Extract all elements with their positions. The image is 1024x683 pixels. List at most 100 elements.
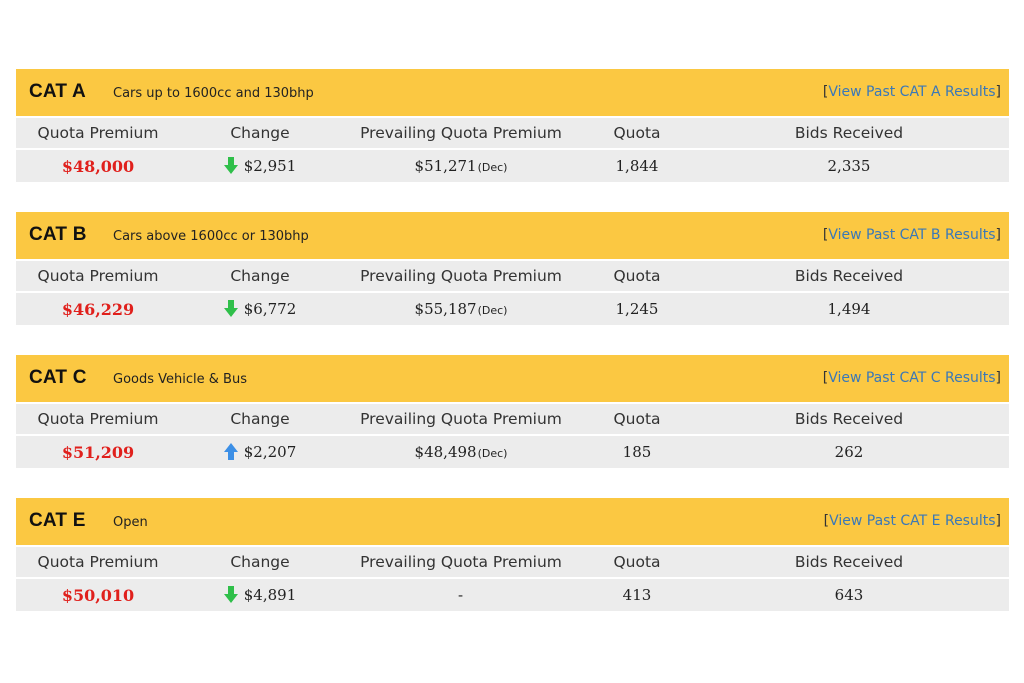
cat-header: CAT E Open [View Past CAT E Results] xyxy=(16,498,1009,545)
column-header-row: Quota Premium Change Prevailing Quota Pr… xyxy=(16,261,1009,291)
quota-cell: 185 xyxy=(582,436,692,468)
col-quota-premium: Quota Premium xyxy=(37,267,159,285)
prevailing-value: $55,187 xyxy=(414,300,477,318)
link-bracket-open: [ xyxy=(822,227,829,243)
change-cell: $2,951 xyxy=(180,150,340,182)
col-change: Change xyxy=(230,267,290,285)
past-results-link-wrapper: [View Past CAT C Results] xyxy=(823,370,1001,386)
col-prevailing: Prevailing Quota Premium xyxy=(360,553,562,571)
bids-cell: 262 xyxy=(692,436,1006,468)
quota-value: 413 xyxy=(622,586,652,604)
link-bracket-close: ] xyxy=(995,84,1001,100)
change-cell: $6,772 xyxy=(180,293,340,325)
link-bracket-close: ] xyxy=(995,370,1001,386)
quota-premium-value: $46,229 xyxy=(61,299,135,319)
past-results-link-wrapper: [View Past CAT B Results] xyxy=(823,227,1001,243)
col-change: Change xyxy=(230,410,290,428)
prevailing-value: - xyxy=(457,586,464,604)
col-change: Change xyxy=(230,124,290,142)
view-past-cat-c-results-link[interactable]: View Past CAT C Results xyxy=(828,370,996,386)
quota-premium-value: $50,010 xyxy=(61,585,135,605)
prevailing-suffix: (Dec) xyxy=(477,303,508,317)
column-header-row: Quota Premium Change Prevailing Quota Pr… xyxy=(16,118,1009,148)
col-prevailing: Prevailing Quota Premium xyxy=(360,410,562,428)
cat-header: CAT A Cars up to 1600cc and 130bhp [View… xyxy=(16,69,1009,116)
quota-value: 1,844 xyxy=(615,157,659,175)
values-row: $51,209 $2,207 $48,498 (Dec) 185 262 xyxy=(16,436,1009,468)
cat-description: Goods Vehicle & Bus xyxy=(113,372,247,387)
bids-value: 262 xyxy=(834,443,864,461)
link-bracket-close: ] xyxy=(995,513,1001,529)
values-row: $50,010 $4,891 - 413 643 xyxy=(16,579,1009,611)
cat-name: CAT B xyxy=(29,224,87,245)
column-header-row: Quota Premium Change Prevailing Quota Pr… xyxy=(16,404,1009,434)
quota-premium-value: $51,209 xyxy=(61,442,135,462)
bids-cell: 643 xyxy=(692,579,1006,611)
prevailing-cell: - xyxy=(340,579,582,611)
col-quota: Quota xyxy=(613,124,661,142)
link-bracket-close: ] xyxy=(995,227,1001,243)
quota-value: 185 xyxy=(622,443,652,461)
view-past-cat-e-results-link[interactable]: View Past CAT E Results xyxy=(829,513,996,529)
past-results-link-wrapper: [View Past CAT E Results] xyxy=(824,513,1001,529)
quota-premium-value: $48,000 xyxy=(61,156,135,176)
cat-name: CAT C xyxy=(29,367,87,388)
bids-cell: 2,335 xyxy=(692,150,1006,182)
col-quota: Quota xyxy=(613,410,661,428)
prevailing-suffix: (Dec) xyxy=(477,160,508,174)
quota-cell: 413 xyxy=(582,579,692,611)
col-quota-premium: Quota Premium xyxy=(37,410,159,428)
cat-panel-b: CAT B Cars above 1600cc or 130bhp [View … xyxy=(16,212,1009,325)
cat-description: Open xyxy=(113,515,148,530)
cat-description: Cars up to 1600cc and 130bhp xyxy=(113,86,314,101)
bids-value: 1,494 xyxy=(827,300,871,318)
quota-premium-cell: $50,010 xyxy=(16,579,180,611)
cat-panel-e: CAT E Open [View Past CAT E Results] Quo… xyxy=(16,498,1009,611)
prevailing-value: $51,271 xyxy=(414,157,477,175)
bids-value: 2,335 xyxy=(827,157,871,175)
quota-cell: 1,844 xyxy=(582,150,692,182)
prevailing-value: $48,498 xyxy=(414,443,477,461)
link-bracket-open: [ xyxy=(822,370,829,386)
col-quota: Quota xyxy=(613,553,661,571)
prevailing-suffix: (Dec) xyxy=(477,446,508,460)
prevailing-cell: $48,498 (Dec) xyxy=(340,436,582,468)
quota-premium-cell: $48,000 xyxy=(16,150,180,182)
link-bracket-open: [ xyxy=(822,84,829,100)
view-past-cat-a-results-link[interactable]: View Past CAT A Results xyxy=(828,84,996,100)
prevailing-cell: $55,187 (Dec) xyxy=(340,293,582,325)
col-bids: Bids Received xyxy=(794,267,904,285)
quota-premium-cell: $46,229 xyxy=(16,293,180,325)
change-value: $6,772 xyxy=(243,300,297,318)
link-bracket-open: [ xyxy=(823,513,830,529)
change-value: $2,207 xyxy=(243,443,297,461)
arrow-down-icon xyxy=(223,585,238,603)
quota-value: 1,245 xyxy=(615,300,659,318)
cat-name: CAT A xyxy=(29,81,86,102)
col-bids: Bids Received xyxy=(794,553,904,571)
arrow-up-icon xyxy=(223,442,238,460)
arrow-down-icon xyxy=(223,156,238,174)
cat-header: CAT C Goods Vehicle & Bus [View Past CAT… xyxy=(16,355,1009,402)
col-prevailing: Prevailing Quota Premium xyxy=(360,124,562,142)
change-value: $4,891 xyxy=(243,586,297,604)
values-row: $46,229 $6,772 $55,187 (Dec) 1,245 1,494 xyxy=(16,293,1009,325)
col-quota-premium: Quota Premium xyxy=(37,124,159,142)
view-past-cat-b-results-link[interactable]: View Past CAT B Results xyxy=(828,227,996,243)
values-row: $48,000 $2,951 $51,271 (Dec) 1,844 2,335 xyxy=(16,150,1009,182)
quota-cell: 1,245 xyxy=(582,293,692,325)
bids-value: 643 xyxy=(834,586,864,604)
col-change: Change xyxy=(230,553,290,571)
col-quota: Quota xyxy=(613,267,661,285)
arrow-down-icon xyxy=(223,299,238,317)
col-bids: Bids Received xyxy=(794,410,904,428)
change-value: $2,951 xyxy=(243,157,297,175)
cat-description: Cars above 1600cc or 130bhp xyxy=(113,229,309,244)
column-header-row: Quota Premium Change Prevailing Quota Pr… xyxy=(16,547,1009,577)
bids-cell: 1,494 xyxy=(692,293,1006,325)
change-cell: $4,891 xyxy=(180,579,340,611)
quota-premium-cell: $51,209 xyxy=(16,436,180,468)
change-cell: $2,207 xyxy=(180,436,340,468)
col-quota-premium: Quota Premium xyxy=(37,553,159,571)
cat-panel-c: CAT C Goods Vehicle & Bus [View Past CAT… xyxy=(16,355,1009,468)
